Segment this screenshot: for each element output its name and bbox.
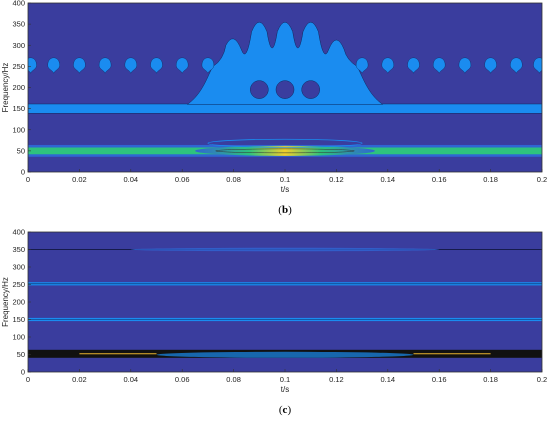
x-tick-label-2: 0.04 — [123, 175, 138, 184]
x-tick-label-6: 0.12 — [329, 175, 344, 184]
band-50hz-halo — [207, 138, 363, 148]
blob-0 — [28, 57, 37, 74]
chart-panel-c: 0 0.02 0.04 0.06 0.08 0.1 0.12 0.14 0.16 0.18 0.2 0… — [1, 228, 547, 417]
blob-11 — [432, 57, 446, 74]
plot-background — [28, 232, 542, 372]
y-tick-label-0: 0 — [21, 168, 25, 177]
chart-panel-b: 0 0.02 0.04 0.06 0.08 0.1 0.12 0.14 0.16 0.18 0.2 0… — [1, 0, 547, 216]
x-tick-label-9: 0.18 — [483, 175, 498, 184]
x-tick-label-3: 0.06 — [175, 175, 190, 184]
y-tick-label-4: 200 — [12, 83, 25, 92]
burst-region — [186, 21, 384, 105]
band-50hz-contour — [215, 148, 355, 154]
x-tick-label-1: 0.02 — [72, 175, 87, 184]
y-tick-label-8: 400 — [12, 228, 25, 237]
band-50hz-peak — [195, 145, 375, 156]
y-tick-label-3: 150 — [12, 315, 25, 324]
blob-5 — [150, 57, 163, 74]
blob-8 — [355, 57, 369, 74]
panel-caption: (b) — [278, 204, 292, 216]
y-axis-label: Frequency/Hz — [1, 63, 10, 113]
blob-1 — [47, 57, 60, 74]
x-tick-label-1: 0.02 — [72, 375, 87, 384]
blob-12 — [458, 57, 472, 74]
blob-13 — [484, 57, 497, 74]
panel-caption: (c) — [279, 404, 292, 416]
x-tick-label-7: 0.14 — [380, 175, 395, 184]
x-tick-label-9: 0.18 — [483, 375, 498, 384]
blob-15 — [533, 57, 542, 74]
line-52hz-bright — [156, 351, 414, 358]
y-tick-label-7: 350 — [12, 245, 25, 254]
plot-area — [28, 21, 542, 157]
blob-6 — [175, 57, 189, 74]
y-tick-label-3: 150 — [12, 104, 25, 113]
y-tick-label-2: 100 — [12, 333, 25, 342]
y-tick-label-5: 250 — [12, 62, 25, 71]
burst-hole-0 — [250, 80, 269, 99]
x-tick-label-8: 0.16 — [432, 175, 447, 184]
x-tick-label-8: 0.16 — [432, 375, 447, 384]
x-tick-label-7: 0.14 — [380, 375, 395, 384]
x-tick-label-10: 0.2 — [537, 175, 547, 184]
x-axis-label: t/s — [281, 185, 289, 194]
x-tick-label-0: 0 — [26, 175, 30, 184]
x-tick-label-4: 0.08 — [226, 175, 241, 184]
x-tick-label-3: 0.06 — [175, 375, 190, 384]
x-axis-label: t/s — [281, 385, 289, 394]
x-tick-label-5: 0.1 — [280, 375, 290, 384]
y-tick-label-6: 300 — [12, 41, 25, 50]
x-tick-label-10: 0.2 — [537, 375, 547, 384]
x-tick-label-0: 0 — [26, 375, 30, 384]
blob-10 — [407, 57, 420, 74]
x-tick-label-5: 0.1 — [280, 175, 290, 184]
x-tick-label-4: 0.08 — [226, 375, 241, 384]
plot-area — [28, 247, 542, 358]
blob-9 — [381, 57, 395, 74]
y-tick-label-0: 0 — [21, 368, 25, 377]
y-tick-label-5: 250 — [12, 280, 25, 289]
y-tick-label-1: 50 — [17, 350, 25, 359]
y-tick-label-7: 350 — [12, 20, 25, 29]
band-150hz — [28, 103, 542, 114]
y-tick-label-6: 300 — [12, 263, 25, 272]
blob-14 — [510, 57, 523, 74]
blob-3 — [98, 57, 112, 74]
y-tick-label-1: 50 — [17, 146, 25, 155]
x-tick-label-6: 0.12 — [329, 375, 344, 384]
x-tick-label-2: 0.04 — [123, 375, 138, 384]
y-tick-label-8: 400 — [12, 0, 25, 8]
blob-7 — [201, 57, 215, 74]
blob-4 — [124, 57, 138, 74]
y-axis-label: Frequency/Hz — [1, 277, 10, 327]
y-tick-label-2: 100 — [12, 125, 25, 134]
blob-2 — [73, 57, 86, 74]
burst-hole-2 — [301, 80, 320, 99]
y-tick-label-4: 200 — [12, 298, 25, 307]
burst-hole-1 — [275, 80, 295, 99]
line-350hz-glow — [130, 247, 440, 252]
